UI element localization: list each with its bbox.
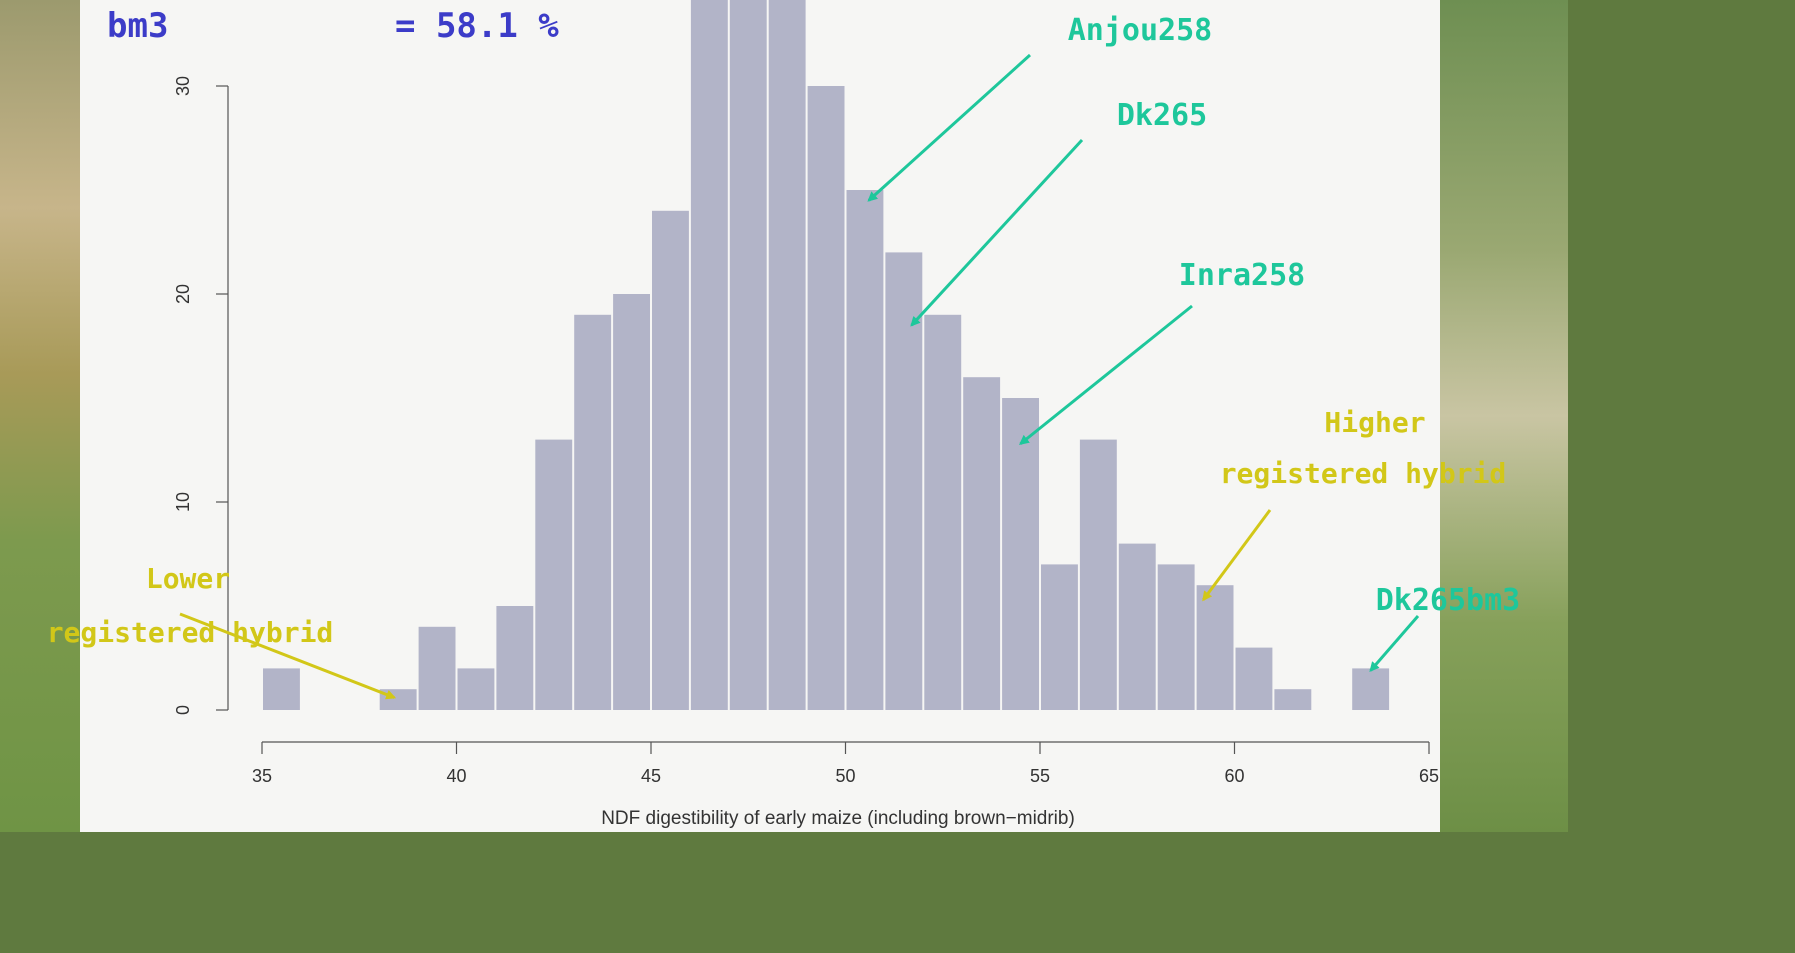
histogram-bar [263,668,300,710]
annotation-label: Lower [146,562,230,595]
histogram-bar [1079,439,1117,710]
histogram-bar [652,210,689,711]
histogram-bar [1196,585,1234,710]
histogram-bar [1274,689,1312,710]
histogram-bar [807,86,845,710]
histogram-bar [729,0,767,710]
histogram-bar [885,252,923,710]
histogram-bar [379,689,417,710]
annotation-label: Dk265bm3 [1376,583,1521,618]
chart-stage: 35 40 45 50 55 60 65 0 10 20 30 Anjou258 Dk265 Inra2… [0,0,1568,832]
x-tick-label: 35 [252,766,272,786]
histogram-chart: 35 40 45 50 55 60 65 0 10 20 30 Anjou258 Dk265 Inra2… [0,0,1568,832]
annotation-label: Anjou258 [1068,13,1213,48]
y-tick-label: 30 [173,76,193,96]
axes: 35 40 45 50 55 60 65 0 10 20 30 [173,76,1439,786]
histogram-bar [496,606,534,710]
histogram-bar [846,190,884,710]
annotation-label: Inra258 [1179,258,1305,293]
annotation-label: Dk265 [1117,98,1207,133]
histogram-bar [574,314,612,710]
histogram-bar [1352,668,1390,710]
header-bm3-value: = 58.1 % [395,6,559,46]
x-tick-label: 55 [1030,766,1050,786]
x-tick-label: 50 [835,766,855,786]
histogram-bar [1041,564,1078,710]
histogram-bar [963,377,1001,710]
annotation-label: registered hybrid [47,616,334,649]
histogram-bar [1157,564,1195,710]
histogram-bar [924,314,962,710]
annotation-arrow [179,612,397,700]
annotation-arrow [910,138,1084,327]
histogram-bar [535,439,573,710]
x-tick-label: 45 [641,766,661,786]
annotation-arrow [1018,304,1193,446]
y-tick-label: 20 [173,284,193,304]
y-tick-label: 0 [173,705,193,715]
histogram-bar [457,668,495,710]
histogram-bar [1235,647,1273,710]
histogram-bar [418,626,456,710]
annotation-arrow [867,53,1032,202]
histogram-bar [613,294,650,710]
x-axis-label: NDF digestibility of early maize (includ… [601,808,1075,829]
x-tick-label: 60 [1224,766,1244,786]
histogram-bar [690,0,728,710]
background-right [1420,0,1568,832]
histogram-bar [1118,543,1156,710]
annotation-label: Higher [1324,406,1425,439]
histogram-bar [1002,398,1039,710]
histogram-bar [768,0,806,710]
header-bm3-label: bm3 [107,6,168,46]
x-tick-label: 40 [446,766,466,786]
annotation-label: registered hybrid [1220,457,1507,490]
annotation-arrow [1369,615,1420,672]
annotation-arrow [1202,509,1272,602]
x-tick-label: 65 [1419,766,1439,786]
histogram-bars [263,0,1390,711]
annotations: Anjou258 Dk265 Inra258 Higher registered hyb… [47,13,1521,700]
y-tick-label: 10 [173,492,193,512]
